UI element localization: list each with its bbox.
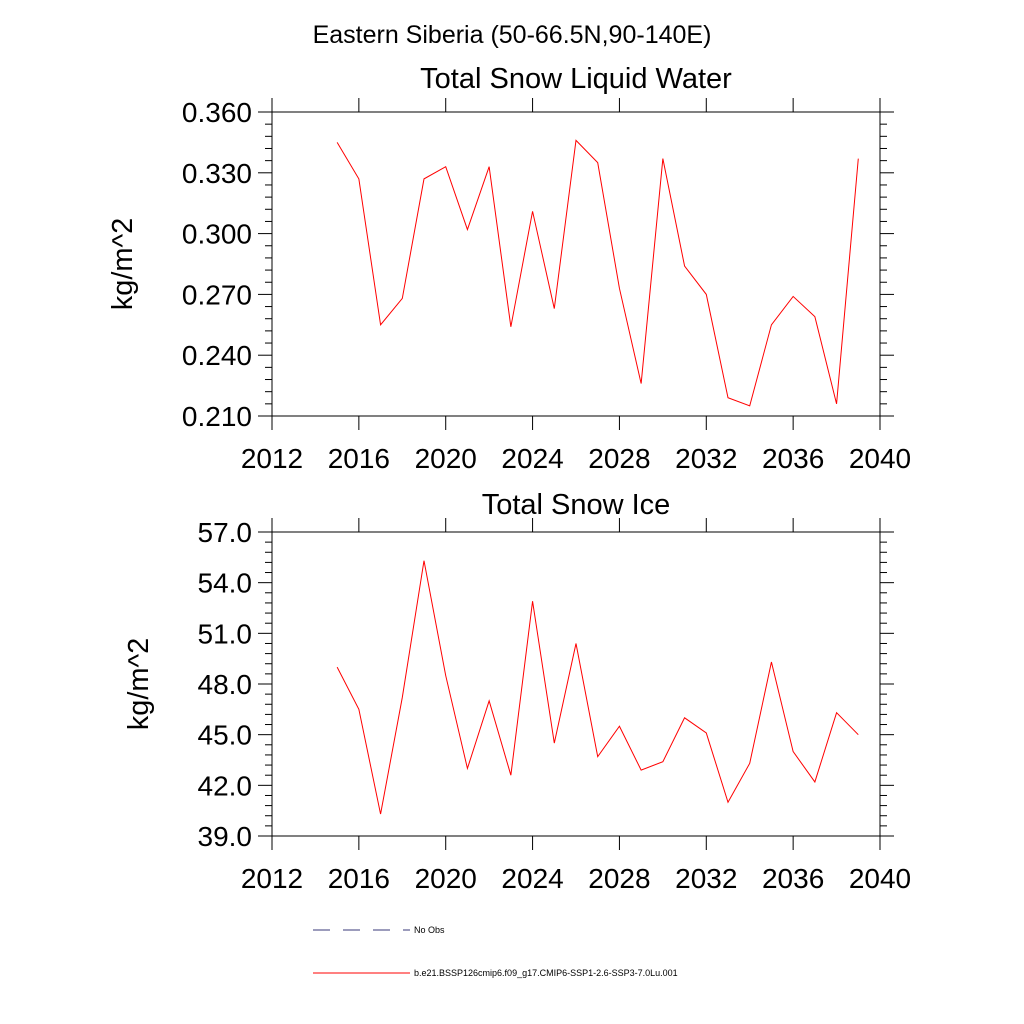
legend-label-model: b.e21.BSSP126cmip6.f09_g17.CMIP6-SSP1-2.… bbox=[414, 968, 678, 978]
chart-0-data-point bbox=[401, 298, 403, 300]
chart-1-data-point bbox=[771, 661, 773, 663]
chart-0-x-tick-label: 2024 bbox=[501, 443, 563, 474]
chart-1-plot-frame bbox=[271, 531, 881, 837]
chart-1-data-point bbox=[532, 600, 534, 602]
chart-1-data-point bbox=[705, 732, 707, 734]
chart-0-x-tick-label: 2036 bbox=[762, 443, 824, 474]
chart-1-data-point bbox=[792, 751, 794, 753]
chart-1-y-tick-label: 45.0 bbox=[198, 720, 253, 751]
chart-1-data-point bbox=[336, 666, 338, 668]
legend: No Obs b.e21.BSSP126cmip6.f09_g17.CMIP6-… bbox=[313, 925, 678, 978]
chart-0-x-tick-label: 2020 bbox=[415, 443, 477, 474]
chart-0-y-axis-label: kg/m^2 bbox=[107, 218, 139, 311]
chart-1-data-point bbox=[423, 560, 425, 562]
chart-1-data-point bbox=[619, 725, 621, 727]
chart-0-data-point bbox=[488, 166, 490, 168]
chart-0-x-tick-label: 2040 bbox=[849, 443, 911, 474]
chart-0-plot-frame bbox=[271, 111, 881, 417]
chart-1-data-point bbox=[727, 801, 729, 803]
chart-1-y-tick-label: 54.0 bbox=[198, 568, 253, 599]
chart-0-y-tick-label: 0.210 bbox=[182, 401, 252, 432]
chart-0-series-line-0 bbox=[336, 139, 859, 407]
chart-0-y-tick-label: 0.330 bbox=[182, 158, 252, 189]
chart-0-title: Total Snow Liquid Water bbox=[420, 63, 732, 95]
chart-1-data-point bbox=[575, 643, 577, 645]
legend-label-no-obs: No Obs bbox=[414, 925, 445, 935]
chart-1-x-tick-label: 2020 bbox=[415, 863, 477, 894]
chart-1-data-point bbox=[662, 761, 664, 763]
chart-0-y-tick-label: 0.300 bbox=[182, 219, 252, 250]
chart-1-data-point bbox=[401, 697, 403, 699]
chart-1-y-tick-label: 42.0 bbox=[198, 770, 253, 801]
chart-0-data-point bbox=[619, 288, 621, 290]
chart-0-y-tick-label: 0.240 bbox=[182, 340, 252, 371]
chart-0-data-point bbox=[640, 383, 642, 385]
chart-panel-liquid-water: Total Snow Liquid Water 2012 2016 2020 2024 2… bbox=[107, 63, 911, 474]
chart-0-data-point bbox=[445, 166, 447, 168]
chart-1-y-tick-label: 48.0 bbox=[198, 669, 253, 700]
figure-title: Eastern Siberia (50-66.5N,90-140E) bbox=[313, 21, 712, 49]
chart-0-data-point bbox=[467, 229, 469, 231]
chart-1-data-point bbox=[749, 763, 751, 765]
chart-1-data-point bbox=[857, 734, 859, 736]
chart-1-x-tick-label: 2032 bbox=[675, 863, 737, 894]
chart-0-data-point bbox=[358, 178, 360, 180]
chart-0-data-point bbox=[336, 142, 338, 144]
chart-1-data-point bbox=[814, 781, 816, 783]
chart-1-x-tick-label: 2028 bbox=[588, 863, 650, 894]
chart-0-data-point bbox=[510, 326, 512, 328]
chart-1-data-point bbox=[445, 675, 447, 677]
chart-1-data-point bbox=[597, 756, 599, 758]
chart-1-x-tick-label: 2040 bbox=[849, 863, 911, 894]
chart-1-series-line-0 bbox=[336, 560, 859, 815]
chart-0-data-point bbox=[814, 316, 816, 318]
chart-0-data-point bbox=[727, 397, 729, 399]
chart-1-y-tick-label: 51.0 bbox=[198, 618, 253, 649]
chart-0-data-point bbox=[684, 265, 686, 267]
chart-1-data-point bbox=[380, 813, 382, 815]
chart-0-y-tick-label: 0.360 bbox=[182, 97, 252, 128]
chart-0-data-point bbox=[792, 296, 794, 298]
chart-1-data-point bbox=[836, 712, 838, 714]
chart-panel-snow-ice: Total Snow Ice 2012 2016 2020 2024 2028 2032 20… bbox=[123, 489, 911, 894]
chart-0-data-point bbox=[705, 294, 707, 296]
chart-1-data-point bbox=[488, 700, 490, 702]
chart-1-x-tick-label: 2024 bbox=[501, 863, 563, 894]
chart-0-x-tick-label: 2028 bbox=[588, 443, 650, 474]
chart-1-data-point bbox=[510, 774, 512, 776]
chart-0-data-point bbox=[662, 158, 664, 160]
chart-0-data-point bbox=[380, 324, 382, 326]
chart-0-data-point bbox=[857, 158, 859, 160]
chart-0-data-point bbox=[749, 405, 751, 407]
chart-1-data-point bbox=[467, 768, 469, 770]
chart-1-x-tick-label: 2016 bbox=[328, 863, 390, 894]
chart-1-title: Total Snow Ice bbox=[482, 489, 671, 521]
chart-0-data-point bbox=[553, 308, 555, 310]
chart-1-x-tick-label: 2012 bbox=[241, 863, 303, 894]
chart-0-y-tick-label: 0.270 bbox=[182, 279, 252, 310]
chart-1-data-point bbox=[358, 709, 360, 711]
chart-0-data-point bbox=[771, 324, 773, 326]
chart-0-data-point bbox=[423, 178, 425, 180]
chart-1-data-point bbox=[684, 717, 686, 719]
chart-1-y-axis-label: kg/m^2 bbox=[123, 638, 155, 731]
chart-0-data-point bbox=[575, 140, 577, 142]
chart-0-x-tick-label: 2012 bbox=[241, 443, 303, 474]
chart-0-x-tick-label: 2032 bbox=[675, 443, 737, 474]
chart-1-x-tick-label: 2036 bbox=[762, 863, 824, 894]
chart-0-data-point bbox=[597, 162, 599, 164]
chart-1-y-tick-label: 39.0 bbox=[198, 821, 253, 852]
chart-1-data-point bbox=[553, 742, 555, 744]
chart-0-data-point bbox=[532, 211, 534, 213]
chart-1-y-tick-label: 57.0 bbox=[198, 517, 253, 548]
chart-1-data-point bbox=[640, 769, 642, 771]
chart-0-x-tick-label: 2016 bbox=[328, 443, 390, 474]
chart-0-data-point bbox=[836, 403, 838, 405]
